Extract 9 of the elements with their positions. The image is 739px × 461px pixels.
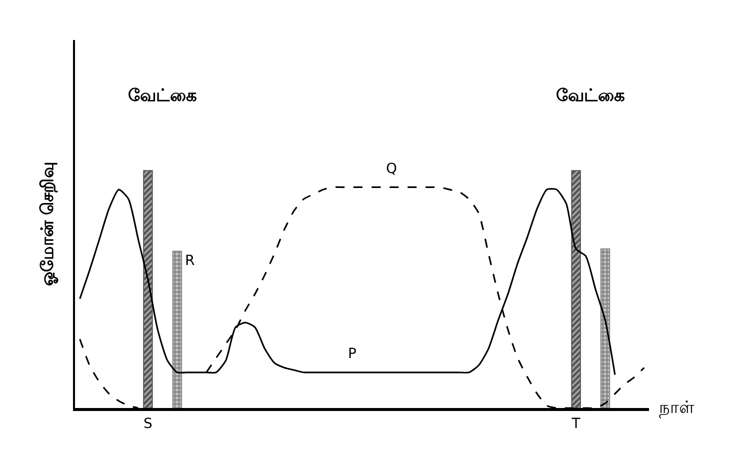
text: வேட்கை	[128, 86, 197, 106]
series-label: Q	[386, 161, 398, 177]
x-tick-label: S	[144, 416, 153, 432]
x-axis-title: நாள்	[659, 398, 695, 418]
y-axis-title: ஓமோன் செறிவு	[38, 162, 58, 286]
series-label: R	[185, 253, 195, 269]
series-label: P	[348, 346, 356, 362]
x-tick-label: T	[570, 416, 581, 432]
text: வேட்கை	[556, 86, 625, 106]
